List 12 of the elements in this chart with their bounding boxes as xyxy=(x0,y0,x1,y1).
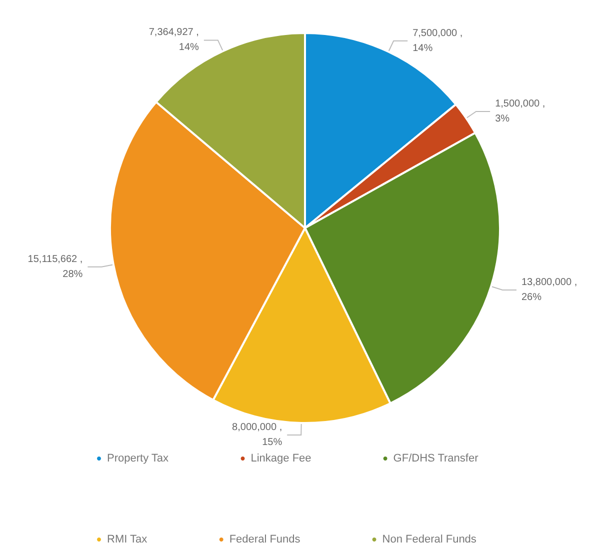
data-label: 15,115,662 , 28% xyxy=(28,254,83,280)
legend-label: RMI Tax xyxy=(107,534,148,546)
legend-label: Non Federal Funds xyxy=(382,534,477,546)
legend-label: Property Tax xyxy=(107,452,170,464)
data-label: 7,500,000 , 14% xyxy=(412,28,463,54)
legend-label: GF/DHS Transfer xyxy=(393,452,479,464)
legend-label: Linkage Fee xyxy=(250,452,312,464)
data-label: 1,500,000 , 3% xyxy=(495,98,546,124)
data-label: 8,000,000 , 15% xyxy=(232,422,282,448)
legend-label: Federal Funds xyxy=(229,534,301,546)
data-label: 13,800,000 , 26% xyxy=(521,277,578,304)
data-label: 7,364,927 , 14% xyxy=(148,27,200,54)
